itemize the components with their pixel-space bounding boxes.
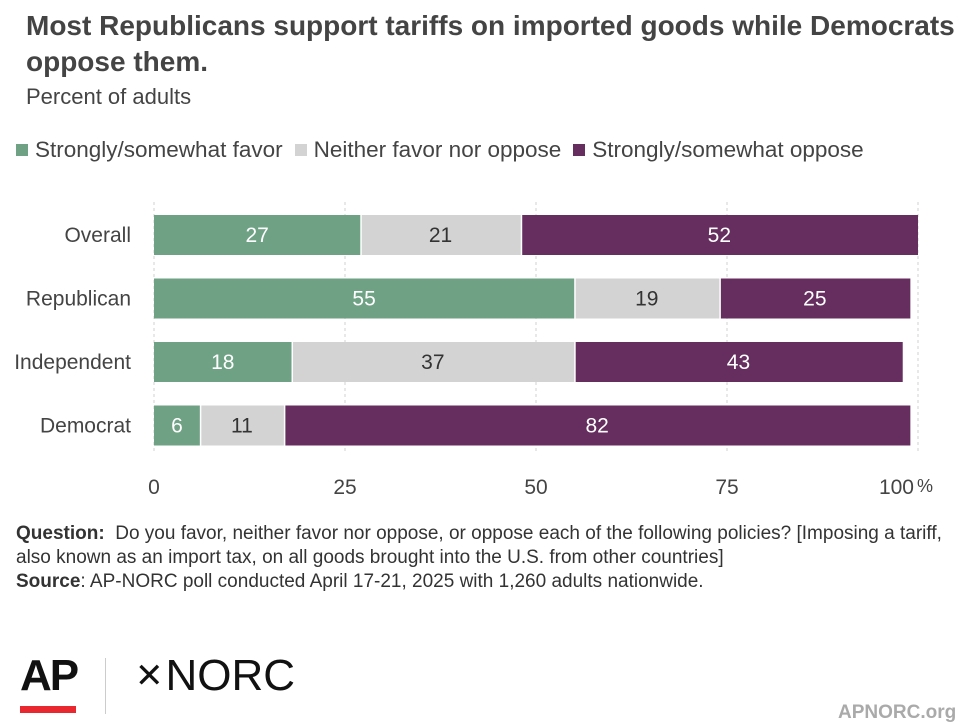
site-url: APNORC.org <box>838 702 957 723</box>
bar-segment <box>293 342 575 382</box>
bar-segment <box>361 215 521 255</box>
legend-label-oppose: Strongly/somewhat oppose <box>592 137 864 162</box>
legend-label-neither: Neither favor nor oppose <box>313 137 562 162</box>
category-label: Overall <box>64 224 131 247</box>
norc-logo-text: NORC <box>165 651 296 700</box>
chart-notes: Question: Do you favor, neither favor no… <box>16 522 966 594</box>
data-label: 43 <box>727 351 750 374</box>
legend-swatch-oppose <box>573 144 586 156</box>
data-label: 19 <box>635 288 658 311</box>
source-text: : AP-NORC poll conducted April 17-21, 20… <box>80 571 704 592</box>
question-text: Do you favor, neither favor nor oppose, … <box>16 523 942 568</box>
ap-logo-bar <box>20 706 76 713</box>
data-label: 25 <box>803 288 826 311</box>
bar-segment <box>522 215 918 255</box>
logo-divider <box>105 658 106 714</box>
source-note: Source: AP-NORC poll conducted April 17-… <box>16 570 966 594</box>
category-label: Democrat <box>40 415 131 438</box>
legend-item-oppose: Strongly/somewhat oppose <box>573 137 864 163</box>
data-label: 52 <box>708 224 731 247</box>
chart-title: Most Republicans support tariffs on impo… <box>26 10 955 77</box>
bar-segment <box>201 405 284 446</box>
bar-segment <box>575 342 903 382</box>
question-note: Question: Do you favor, neither favor no… <box>16 522 966 570</box>
chart-legend: Strongly/somewhat favor Neither favor no… <box>16 137 864 163</box>
data-label: 11 <box>231 415 253 438</box>
question-label: Question: <box>16 523 105 544</box>
x-tick-label: 100 <box>879 476 914 499</box>
legend-label-favor: Strongly/somewhat favor <box>35 137 283 162</box>
data-label: 18 <box>211 351 234 374</box>
bar-segment <box>575 278 720 319</box>
chart-subtitle: Percent of adults <box>26 84 192 109</box>
bar-segment <box>154 405 200 446</box>
bar-segment <box>720 278 911 319</box>
data-label: 55 <box>352 288 375 311</box>
bar-segment <box>285 405 911 446</box>
legend-item-neither: Neither favor nor oppose <box>294 137 562 163</box>
x-tick-label: 25 <box>333 476 356 499</box>
bar-segment <box>154 342 292 382</box>
norc-logo: ✕ NORC <box>135 650 295 702</box>
source-label: Source <box>16 571 81 592</box>
norc-star-icon: ✕ <box>135 657 164 695</box>
data-label: 82 <box>585 415 608 438</box>
bar-segment <box>154 278 575 319</box>
data-label: 21 <box>429 224 452 247</box>
legend-swatch-favor <box>16 144 28 156</box>
stacked-bar-chart: Overall 27 21 52 Republican 55 19 25 Independent… <box>14 202 933 499</box>
data-label: 27 <box>245 224 268 247</box>
x-tick-label: 0 <box>148 476 160 499</box>
x-tick-label: 75 <box>715 476 738 499</box>
ap-logo: AP <box>20 651 79 700</box>
legend-item-favor: Strongly/somewhat favor <box>16 137 283 163</box>
x-unit-label: % <box>917 476 933 496</box>
category-label: Independent <box>14 351 131 374</box>
data-label: 6 <box>171 415 183 438</box>
bar-segment <box>154 215 361 255</box>
x-tick-label: 50 <box>524 476 547 499</box>
data-label: 37 <box>421 351 444 374</box>
category-label: Republican <box>26 288 131 311</box>
legend-swatch-neither <box>294 144 307 156</box>
